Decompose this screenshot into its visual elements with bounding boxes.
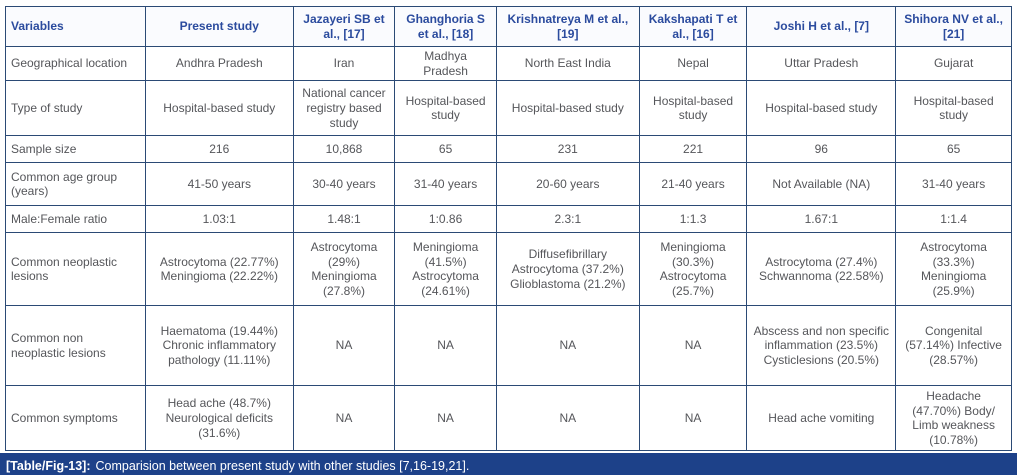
- row-label: Type of study: [5, 80, 146, 137]
- table-row: Common symptoms Head ache (48.7%) Neurolo…: [5, 385, 1012, 452]
- table-cell: NA: [495, 305, 640, 387]
- table-row: Type of study Hospital-based study Nationa…: [5, 80, 1012, 137]
- table-cell: National cancer registry based study: [292, 80, 396, 137]
- table-cell: Astrocytoma (29%) Meningioma (27.8%): [292, 232, 396, 307]
- table-cell: 1.67:1: [746, 205, 897, 234]
- row-label: Sample size: [5, 135, 146, 164]
- row-label: Geographical location: [5, 45, 146, 82]
- column-header-study: Joshi H et al., [7]: [746, 6, 897, 47]
- table-cell: 2.3:1: [495, 205, 640, 234]
- table-cell: 65: [895, 135, 1012, 164]
- table-cell: 21-40 years: [638, 162, 748, 207]
- row-label: Common symptoms: [5, 385, 146, 452]
- table-cell: 1:0.86: [394, 205, 497, 234]
- table-cell: Meningioma (41.5%) Astrocytoma (24.61%): [394, 232, 497, 307]
- table-cell: 1:1.4: [895, 205, 1012, 234]
- table-row: Male:Female ratio 1.03:1 1.48:1 1:0.86 2.3:1…: [5, 205, 1012, 234]
- table-cell: 41-50 years: [144, 162, 294, 207]
- column-header-study: Jazayeri SB et al., [17]: [292, 6, 396, 47]
- table-cell: NA: [638, 385, 748, 452]
- table-cell: Head ache (48.7%) Neurological deficits …: [144, 385, 294, 452]
- table-row: Sample size 216 10,868 65 231 221 96 65: [5, 135, 1012, 164]
- column-header-study: Krishnatreya M et al., [19]: [495, 6, 640, 47]
- table-cell: Headache (47.70%) Body/ Limb weakness (1…: [895, 385, 1012, 452]
- table-caption: [Table/Fig-13]: Comparision between pres…: [0, 453, 1017, 475]
- table-cell: 30-40 years: [292, 162, 396, 207]
- header-row: Variables Present study Jazayeri SB et al.…: [5, 6, 1012, 47]
- table-cell: 231: [495, 135, 640, 164]
- table-cell: Astrocytoma (22.77%) Meningioma (22.22%): [144, 232, 294, 307]
- table-cell: Iran: [292, 45, 396, 82]
- column-header-variables: Variables: [5, 6, 146, 47]
- table-cell: 65: [394, 135, 497, 164]
- row-label: Common age group (years): [5, 162, 146, 207]
- table-cell: Hospital-based study: [495, 80, 640, 137]
- column-header-study: Shihora NV et al., [21]: [895, 6, 1012, 47]
- column-header-study: Kakshapati T et al., [16]: [638, 6, 748, 47]
- table-row: Geographical location Andhra Pradesh Iran M…: [5, 45, 1012, 82]
- table-cell: Hospital-based study: [394, 80, 497, 137]
- table-cell: NA: [292, 305, 396, 387]
- column-header-study: Ghanghoria S et al., [18]: [394, 6, 497, 47]
- table-cell: Hospital-based study: [638, 80, 748, 137]
- table-cell: 96: [746, 135, 897, 164]
- table-cell: 1:1.3: [638, 205, 748, 234]
- table-cell: 216: [144, 135, 294, 164]
- table-cell: Not Available (NA): [746, 162, 897, 207]
- study-comparison-table: Variables Present study Jazayeri SB et al.…: [5, 6, 1012, 452]
- table-cell: 31-40 years: [895, 162, 1012, 207]
- table-cell: 221: [638, 135, 748, 164]
- table-row: Common non neoplastic lesions Haematoma (…: [5, 305, 1012, 387]
- table-cell: Uttar Pradesh: [746, 45, 897, 82]
- table-cell: Gujarat: [895, 45, 1012, 82]
- table-cell: NA: [638, 305, 748, 387]
- table-cell: 10,868: [292, 135, 396, 164]
- table-cell: NA: [394, 305, 497, 387]
- table-cell: 31-40 years: [394, 162, 497, 207]
- table-cell: Madhya Pradesh: [394, 45, 497, 82]
- table-cell: 1.48:1: [292, 205, 396, 234]
- table-wrap: Variables Present study Jazayeri SB et al.…: [5, 6, 1012, 452]
- table-cell: NA: [292, 385, 396, 452]
- table-cell: Abscess and non specific inflammation (2…: [746, 305, 897, 387]
- table-cell: Head ache vomiting: [746, 385, 897, 452]
- caption-tag: [Table/Fig-13]:: [6, 459, 91, 474]
- table-cell: North East India: [495, 45, 640, 82]
- caption-text: Comparision between present study with o…: [95, 459, 470, 474]
- table-cell: Haematoma (19.44%) Chronic inflammatory …: [144, 305, 294, 387]
- table-cell: Hospital-based study: [746, 80, 897, 137]
- table-cell: Hospital-based study: [895, 80, 1012, 137]
- row-label: Male:Female ratio: [5, 205, 146, 234]
- table-cell: Meningioma (30.3%) Astrocytoma (25.7%): [638, 232, 748, 307]
- table-cell: Nepal: [638, 45, 748, 82]
- table-row: Common age group (years) 41-50 years 30-40…: [5, 162, 1012, 207]
- table-cell: Congenital (57.14%) Infective (28.57%): [895, 305, 1012, 387]
- table-cell: Andhra Pradesh: [144, 45, 294, 82]
- column-header-study: Present study: [144, 6, 294, 47]
- table-cell: Astrocytoma (33.3%) Meningioma (25.9%): [895, 232, 1012, 307]
- table-cell: Astrocytoma (27.4%) Schwannoma (22.58%): [746, 232, 897, 307]
- table-cell: 20-60 years: [495, 162, 640, 207]
- row-label: Common neoplastic lesions: [5, 232, 146, 307]
- table-cell: Diffusefibrillary Astrocytoma (37.2%) Gl…: [495, 232, 640, 307]
- table-cell: 1.03:1: [144, 205, 294, 234]
- table-cell: NA: [495, 385, 640, 452]
- row-label: Common non neoplastic lesions: [5, 305, 146, 387]
- table-row: Common neoplastic lesions Astrocytoma (22…: [5, 232, 1012, 307]
- table-cell: NA: [394, 385, 497, 452]
- table-cell: Hospital-based study: [144, 80, 294, 137]
